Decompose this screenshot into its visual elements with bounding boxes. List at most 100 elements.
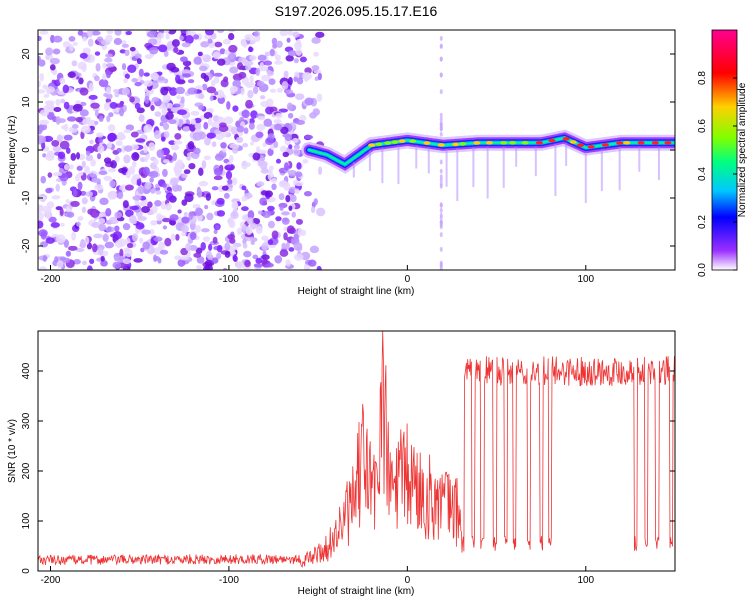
ridge-hotspot (521, 141, 529, 145)
noise-blob (94, 109, 99, 117)
bottom-y-ticks: 0 100 200 300 400 (21, 362, 675, 574)
noise-blob (40, 175, 47, 184)
top-x-axis-label: Height of straight line (km) (298, 286, 415, 297)
noise-blob (292, 31, 300, 38)
noise-blob (303, 73, 309, 83)
noise-blob (55, 115, 61, 125)
noise-blob (122, 200, 129, 209)
noise-blob (274, 60, 283, 65)
noise-blob (223, 116, 234, 125)
noise-blob (102, 233, 109, 243)
noise-blob (84, 236, 90, 245)
noise-blob (121, 63, 127, 71)
noise-blob (90, 30, 101, 36)
x-tick-label: 100 (577, 274, 594, 285)
noise-blob (114, 225, 120, 232)
noise-blob (203, 155, 211, 161)
noise-blob (272, 43, 278, 49)
noise-blob (243, 127, 249, 134)
noise-blob (216, 197, 225, 205)
noise-blob (52, 172, 63, 177)
noise-blob (165, 111, 174, 120)
noise-blob (202, 236, 211, 242)
noise-blob (181, 232, 187, 237)
noise-blob (246, 217, 254, 225)
noise-blob (198, 131, 207, 140)
noise-blob (247, 210, 255, 220)
noise-blob (287, 76, 293, 86)
noise-blob (295, 119, 306, 125)
noise-blob (59, 77, 66, 84)
noise-blob (197, 189, 203, 198)
noise-blob (55, 183, 61, 192)
noise-blob (439, 112, 443, 118)
noise-blob (59, 207, 64, 217)
noise-blob (247, 90, 254, 99)
noise-blob (213, 76, 220, 84)
noise-blob (112, 261, 121, 269)
noise-blob (96, 153, 102, 160)
noise-blob (278, 180, 289, 188)
top-x-ticks: -200 -100 0 100 (40, 265, 595, 285)
noise-blob (309, 245, 320, 254)
noise-blob (168, 219, 176, 226)
noise-blob (131, 78, 139, 83)
noise-blob (143, 144, 148, 154)
noise-blob (287, 112, 294, 119)
noise-blob (439, 219, 443, 225)
noise-blob (290, 194, 297, 203)
ridge-hotspot (473, 141, 481, 145)
noise-blob (48, 216, 57, 223)
noise-blob (86, 30, 94, 38)
noise-blob (214, 153, 225, 161)
noise-blob (84, 165, 91, 174)
noise-blob (196, 256, 205, 264)
ridge-hotspot (437, 143, 445, 147)
noise-blob (181, 216, 190, 224)
noise-blob (318, 166, 323, 176)
noise-blob (94, 51, 101, 56)
noise-blob (160, 136, 166, 142)
noise-blob (106, 30, 114, 35)
colorbar-gradient (711, 29, 738, 271)
noise-blob (213, 229, 218, 235)
noise-blobs (38, 30, 443, 270)
noise-blob (96, 36, 104, 42)
noise-blob (181, 42, 191, 48)
noise-blob (278, 193, 285, 201)
noise-blob (249, 75, 254, 84)
noise-blob (121, 40, 127, 45)
noise-blob (77, 171, 84, 176)
noise-blob (225, 170, 233, 180)
noise-blob (154, 111, 162, 117)
noise-blob (97, 247, 104, 256)
colorbar-tick-label: 0.4 (697, 167, 708, 181)
noise-blob (45, 210, 51, 220)
noise-blob (243, 250, 252, 258)
noise-blob (162, 122, 170, 131)
noise-blob (279, 145, 288, 153)
noise-blob (151, 205, 158, 214)
noise-blob (87, 38, 94, 47)
ridge-hotspot (459, 142, 467, 146)
noise-blob (439, 35, 443, 41)
bottom-x-axis-label: Height of straight line (km) (298, 586, 415, 597)
noise-blob (131, 152, 140, 161)
noise-blob (284, 162, 289, 171)
x-tick-label: -200 (40, 274, 60, 285)
y-tick-label: 0 (21, 147, 32, 153)
noise-blob (76, 165, 83, 171)
noise-blob (294, 181, 304, 187)
noise-blob (281, 242, 287, 250)
noise-blob (52, 146, 62, 153)
noise-blob (267, 205, 275, 211)
noise-blob (205, 193, 211, 201)
noise-blob (150, 72, 160, 81)
noise-blob (180, 224, 189, 234)
noise-blob (168, 119, 177, 125)
noise-blob (165, 33, 170, 40)
ridge-hotspot (391, 140, 399, 144)
ridge-hotspot (562, 137, 570, 141)
noise-blob (275, 216, 282, 222)
noise-blob (170, 144, 180, 151)
